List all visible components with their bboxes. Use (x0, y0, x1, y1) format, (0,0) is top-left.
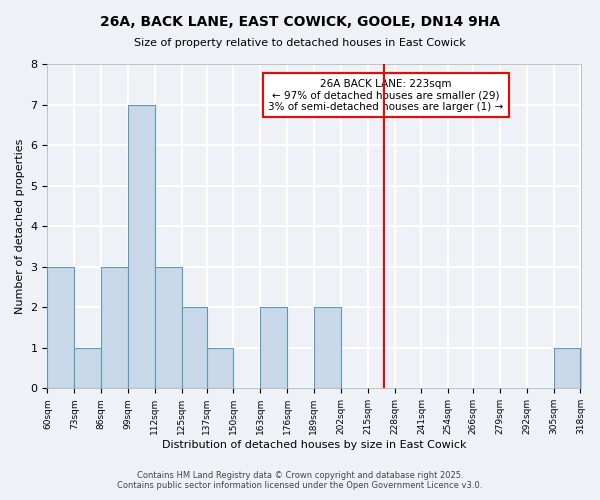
Bar (47, 266, 74, 388)
Text: Size of property relative to detached houses in East Cowick: Size of property relative to detached ho… (134, 38, 466, 48)
Text: 26A BACK LANE: 223sqm
← 97% of detached houses are smaller (29)
3% of semi-detac: 26A BACK LANE: 223sqm ← 97% of detached … (268, 78, 503, 112)
Bar (182, 308, 206, 388)
Text: Contains HM Land Registry data © Crown copyright and database right 2025.
Contai: Contains HM Land Registry data © Crown c… (118, 470, 482, 490)
Bar (314, 308, 341, 388)
Bar (554, 348, 580, 389)
Bar (206, 348, 233, 389)
Bar (101, 266, 128, 388)
Bar (155, 266, 182, 388)
Bar (260, 308, 287, 388)
Y-axis label: Number of detached properties: Number of detached properties (15, 138, 25, 314)
Bar (128, 104, 155, 389)
Text: 26A, BACK LANE, EAST COWICK, GOOLE, DN14 9HA: 26A, BACK LANE, EAST COWICK, GOOLE, DN14… (100, 15, 500, 29)
Bar (74, 348, 101, 389)
X-axis label: Distribution of detached houses by size in East Cowick: Distribution of detached houses by size … (162, 440, 466, 450)
